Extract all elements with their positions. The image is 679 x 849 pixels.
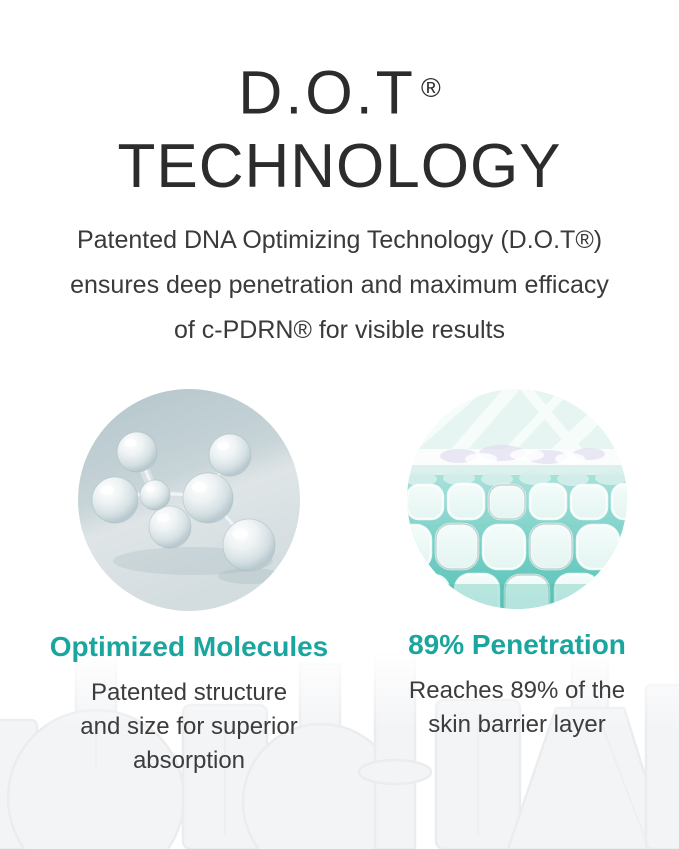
- skin-barrier-image: [407, 389, 627, 609]
- registered-trademark-icon: ®: [420, 73, 441, 103]
- feature-optimized-molecules: Optimized Molecules Patented structure a…: [39, 389, 339, 778]
- title-line-1: D.O.T ®: [0, 50, 679, 131]
- feature-penetration: 89% Penetration Reaches 89% of the skin …: [372, 389, 662, 742]
- title-dot-text: D.O.T: [238, 58, 416, 127]
- feature-heading-optimized-molecules: Optimized Molecules: [49, 631, 329, 662]
- page-title: D.O.T ® TECHNOLOGY: [0, 50, 679, 203]
- feature-description-optimized-molecules: Patented structure and size for superior…: [80, 679, 298, 774]
- title-line-2: TECHNOLOGY: [117, 131, 562, 201]
- feature-heading-penetration: 89% Penetration: [408, 629, 626, 660]
- feature-description-penetration: Reaches 89% of the skin barrier layer: [408, 677, 626, 738]
- optimized-molecules-image: [78, 389, 300, 611]
- subtitle-text: Patented DNA Optimizing Technology (D.O.…: [70, 226, 609, 344]
- lab-glassware-background: [0, 650, 679, 849]
